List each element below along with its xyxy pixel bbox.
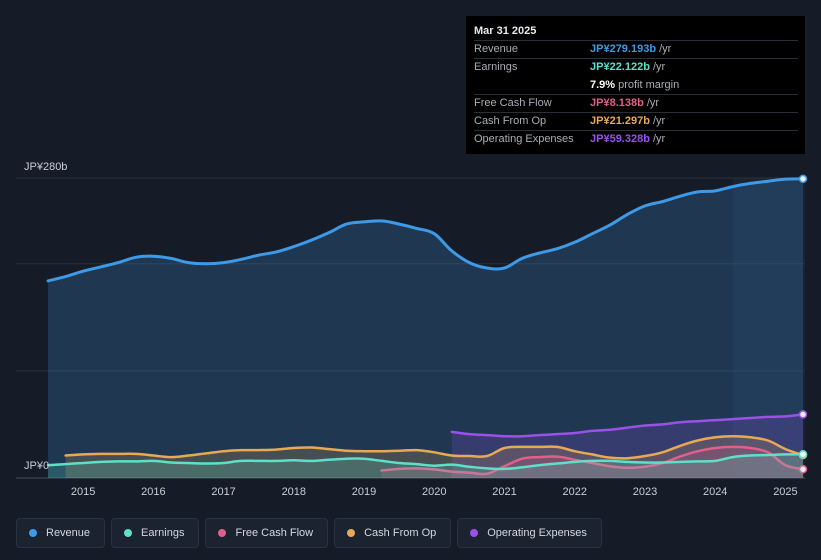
x-tick-label: 2019	[352, 486, 376, 498]
cash-from-op-line	[64, 434, 805, 460]
tooltip-label: Free Cash Flow	[474, 97, 552, 109]
legend-dot-icon	[124, 529, 133, 537]
tooltip-row-cash-from-op: Cash From Op JP¥21.297b /yr	[474, 112, 798, 130]
tooltip-unit: profit margin	[618, 79, 680, 91]
legend-dot-icon	[347, 529, 356, 537]
x-tick-label: 2017	[211, 486, 235, 498]
legend-item-revenue[interactable]: Revenue	[16, 518, 106, 548]
tooltip-value: JP¥279.193b	[590, 43, 657, 55]
tooltip-label: Cash From Op	[474, 115, 547, 127]
tooltip-label: Operating Expenses	[474, 133, 574, 145]
legend-dot-icon	[470, 529, 479, 537]
revenue-line	[46, 177, 805, 283]
operating-expenses-end-marker	[798, 410, 808, 419]
legend-label: Free Cash Flow	[235, 527, 314, 539]
x-tick-label: 2020	[422, 486, 446, 498]
x-tick-label: 2021	[492, 486, 516, 498]
operating-expenses-line	[450, 413, 805, 438]
tooltip-label: Earnings	[474, 61, 518, 73]
y-axis-top-label: JP¥280b	[24, 161, 68, 173]
legend-item-earnings[interactable]: Earnings	[111, 518, 200, 548]
legend-dot-icon	[29, 529, 37, 537]
revenue-end-marker	[798, 174, 808, 184]
free-cash-flow-line	[380, 445, 805, 476]
revenue-area	[48, 178, 803, 479]
highlight-region	[732, 178, 805, 478]
legend-item-operating-expenses[interactable]: Operating Expenses	[457, 518, 602, 548]
tooltip-row-margin: 7.9% profit margin	[474, 76, 798, 94]
tooltip-value: JP¥8.138b	[590, 97, 644, 109]
tooltip-date: Mar 31 2025	[474, 25, 537, 37]
legend-item-cash-from-op[interactable]: Cash From Op	[334, 518, 452, 548]
tooltip-unit: /yr	[652, 61, 666, 73]
free-cash-flow-area	[381, 446, 803, 478]
tooltip-row-operating-expenses: Operating Expenses JP¥59.328b /yr	[474, 130, 798, 148]
legend: Revenue Earnings Free Cash Flow Cash Fro…	[16, 518, 602, 548]
x-tick-label: 2023	[633, 486, 657, 498]
x-tick-label: 2016	[141, 486, 165, 498]
legend-item-free-cash-flow[interactable]: Free Cash Flow	[205, 518, 329, 548]
x-tick-label: 2015	[71, 486, 95, 498]
tooltip-row-earnings: Earnings JP¥22.122b /yr	[474, 58, 798, 76]
legend-label: Operating Expenses	[487, 527, 587, 539]
tooltip-unit: /yr	[652, 115, 666, 127]
tooltip-value: JP¥21.297b	[590, 115, 650, 127]
tooltip-value: JP¥22.122b	[590, 61, 650, 73]
tooltip: Mar 31 2025 Revenue JP¥279.193b /yr Earn…	[466, 16, 805, 154]
legend-dot-icon	[218, 529, 227, 537]
x-tick-label: 2024	[703, 486, 727, 498]
legend-label: Cash From Op	[364, 527, 437, 539]
tooltip-label: Revenue	[474, 43, 519, 55]
earnings-line	[46, 453, 805, 471]
chart: 2015 2016 2017 2018 2019 2020 2021 2022 2023 2024…	[16, 174, 808, 498]
x-tick-label: 2022	[563, 486, 587, 498]
free-cash-flow-end-marker	[798, 465, 808, 474]
x-tick-label: 2018	[282, 486, 306, 498]
legend-label: Revenue	[46, 527, 91, 539]
legend-label: Earnings	[141, 527, 185, 539]
tooltip-unit: /yr	[646, 97, 660, 109]
earnings-end-marker	[798, 450, 808, 459]
x-tick-label: 2025	[773, 486, 797, 498]
tooltip-row-revenue: Revenue JP¥279.193b /yr	[474, 40, 798, 58]
tooltip-label	[474, 77, 590, 94]
y-axis-bottom-label: JP¥0	[24, 460, 50, 472]
tooltip-value: 7.9%	[590, 79, 616, 91]
tooltip-unit: /yr	[659, 43, 672, 55]
tooltip-unit: /yr	[652, 133, 666, 145]
tooltip-row-free-cash-flow: Free Cash Flow JP¥8.138b /yr	[474, 94, 798, 112]
tooltip-value: JP¥59.328b	[590, 133, 650, 145]
